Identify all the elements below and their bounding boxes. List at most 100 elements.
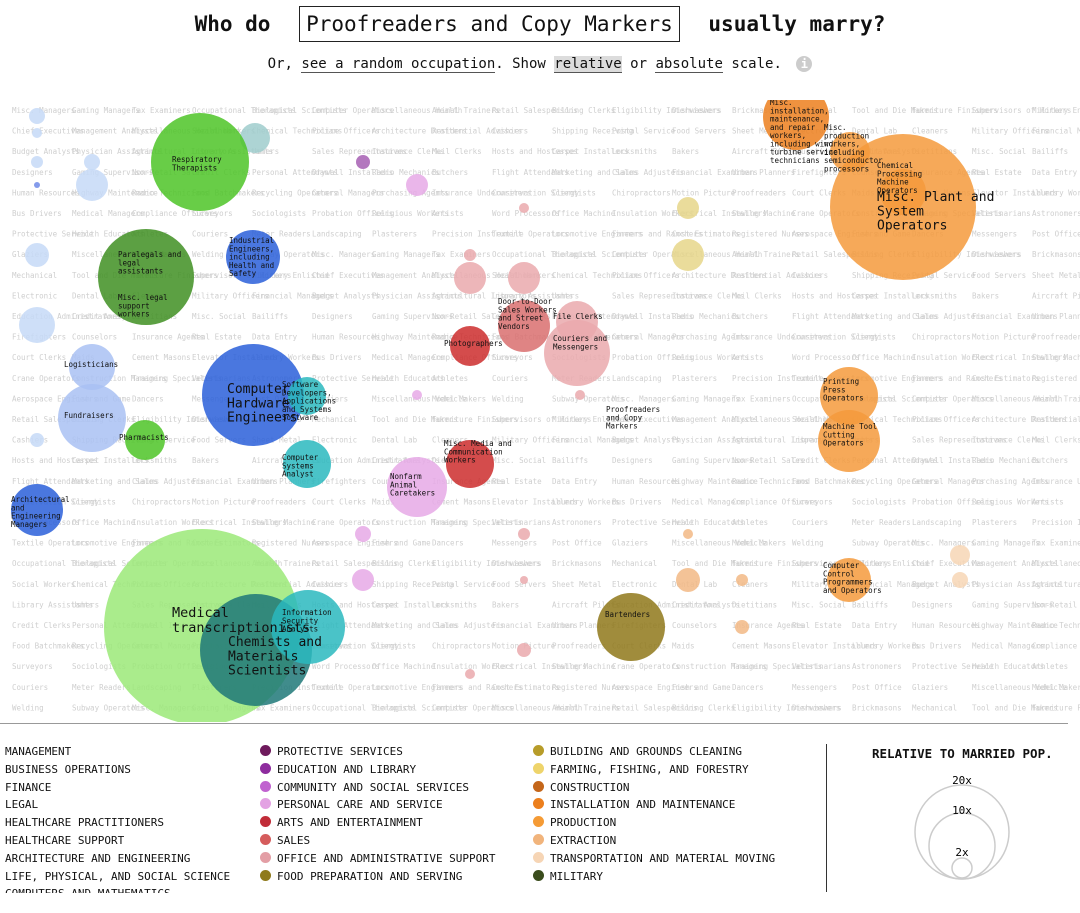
legend-item[interactable]: LIFE, PHYSICAL, AND SOCIAL SCIENCE xyxy=(5,869,231,883)
legend-item[interactable]: TRANSPORTATION AND MATERIAL MOVING xyxy=(533,850,775,868)
occupation-bubble-unlabeled[interactable] xyxy=(508,262,540,294)
grid-occupation-label: Highway Maintenance xyxy=(972,621,1058,630)
grid-occupation-label: Protective Service xyxy=(612,518,694,527)
occupation-bubble[interactable] xyxy=(544,320,610,386)
legend-item[interactable]: HEALTHCARE SUPPORT xyxy=(5,833,125,847)
legend-item[interactable]: BUSINESS OPERATIONS xyxy=(5,762,131,776)
grid-occupation-label: Non-Retail Sales xyxy=(432,312,504,321)
info-icon[interactable]: i xyxy=(796,56,813,72)
grid-occupation-label: Carpet Installers xyxy=(72,456,149,465)
occupation-bubble-unlabeled[interactable] xyxy=(520,576,528,584)
legend-item[interactable]: PROTECTIVE SERVICES xyxy=(260,743,496,761)
relative-scale-toggle[interactable]: relative xyxy=(554,56,622,73)
occupation-bubble-unlabeled[interactable] xyxy=(677,197,699,219)
occupation-bubble-unlabeled[interactable] xyxy=(34,182,40,188)
absolute-scale-toggle[interactable]: absolute xyxy=(655,56,723,73)
occupation-bubble-unlabeled[interactable] xyxy=(19,307,55,343)
occupation-bubble[interactable] xyxy=(830,134,976,280)
legend-item[interactable]: MILITARY xyxy=(533,868,775,886)
occupation-bubble[interactable] xyxy=(387,457,447,517)
occupation-bubble[interactable] xyxy=(271,590,345,664)
legend-item[interactable]: COMPUTERS AND MATHEMATICS xyxy=(5,885,230,893)
occupation-bubble-unlabeled[interactable] xyxy=(352,569,374,591)
grid-occupation-label: Astronomers xyxy=(552,518,602,527)
occupation-bubble[interactable] xyxy=(818,410,880,472)
occupation-bubble[interactable] xyxy=(446,440,494,488)
occupation-bubble-unlabeled[interactable] xyxy=(76,169,108,201)
occupation-bubble-unlabeled[interactable] xyxy=(465,669,475,679)
occupation-bubble-unlabeled[interactable] xyxy=(672,239,704,271)
grid-occupation-label: Butchers xyxy=(432,168,468,177)
occupation-bubble-unlabeled[interactable] xyxy=(32,128,42,138)
occupation-bubble-unlabeled[interactable] xyxy=(517,643,531,657)
occupation-bubble-unlabeled[interactable] xyxy=(412,390,422,400)
grid-occupation-label: Occupational Therapists xyxy=(192,106,296,115)
occupation-bubble-unlabeled[interactable] xyxy=(240,123,270,153)
grid-occupation-label: Hosts and Hostesses xyxy=(12,456,98,465)
occupation-bubble-unlabeled[interactable] xyxy=(355,526,371,542)
occupation-bubble-unlabeled[interactable] xyxy=(676,568,700,592)
legend-item[interactable]: COMMUNITY AND SOCIAL SERVICES xyxy=(260,779,496,797)
grid-occupation-label: Crane Operators xyxy=(792,209,860,218)
occupation-bubble[interactable] xyxy=(827,558,871,602)
legend-item[interactable]: ARCHITECTURE AND ENGINEERING xyxy=(5,851,191,865)
legend-item[interactable]: ARTS AND ENTERTAINMENT xyxy=(260,814,496,832)
legend-item[interactable]: HEALTHCARE PRACTITIONERS xyxy=(5,816,164,830)
occupation-bubble-unlabeled[interactable] xyxy=(518,528,530,540)
occupation-bubble[interactable] xyxy=(58,384,126,452)
legend-item[interactable]: SALES xyxy=(260,832,496,850)
occupation-bubble[interactable] xyxy=(151,113,249,211)
occupation-bubble-unlabeled[interactable] xyxy=(464,249,476,261)
grid-occupation-label: Bus Drivers xyxy=(612,497,662,506)
occupation-bubble-unlabeled[interactable] xyxy=(736,574,748,586)
grid-occupation-label: Probation Officers xyxy=(912,497,993,506)
occupation-bubble[interactable] xyxy=(98,229,194,325)
occupation-bubble-unlabeled[interactable] xyxy=(950,545,970,565)
legend-item[interactable]: FARMING, FISHING, AND FORESTRY xyxy=(533,761,775,779)
grid-occupation-label: Insurance Agents xyxy=(132,333,204,342)
occupation-bubble[interactable] xyxy=(69,344,115,390)
occupation-bubble[interactable] xyxy=(11,484,63,536)
legend-item[interactable]: EXTRACTION xyxy=(533,832,775,850)
occupation-select[interactable]: Proofreaders and Copy Markers xyxy=(299,6,680,42)
legend-item[interactable]: PRODUCTION xyxy=(533,814,775,832)
occupation-bubble-unlabeled[interactable] xyxy=(575,390,585,400)
occupation-bubble[interactable] xyxy=(226,230,280,284)
occupation-bubble-unlabeled[interactable] xyxy=(952,572,968,588)
legend-item[interactable]: OFFICE AND ADMINISTRATIVE SUPPORT xyxy=(260,850,496,868)
occupation-bubble-unlabeled[interactable] xyxy=(454,262,486,294)
occupation-bubble[interactable] xyxy=(597,593,665,661)
occupation-bubble-unlabeled[interactable] xyxy=(30,433,44,447)
occupation-bubble[interactable] xyxy=(450,326,490,366)
occupation-bubble-unlabeled[interactable] xyxy=(84,154,100,170)
legend-item[interactable]: FOOD PREPARATION AND SERVING xyxy=(260,868,496,886)
legend-item[interactable]: LEGAL xyxy=(5,798,39,812)
occupation-bubble[interactable] xyxy=(763,100,829,150)
grid-occupation-label: Misc. Social xyxy=(792,600,846,609)
occupation-bubble-unlabeled[interactable] xyxy=(683,529,693,539)
occupation-bubble[interactable] xyxy=(125,420,165,460)
grid-occupation-label: Crane Operators xyxy=(312,518,380,527)
occupation-bubble[interactable] xyxy=(283,440,331,488)
legend-item[interactable]: BUILDING AND GROUNDS CLEANING xyxy=(533,743,775,761)
occupation-bubble[interactable] xyxy=(288,377,326,415)
occupation-bubble-unlabeled[interactable] xyxy=(25,243,49,267)
legend-item[interactable]: EDUCATION AND LIBRARY xyxy=(260,761,496,779)
legend-item[interactable]: MANAGEMENT xyxy=(5,745,72,758)
legend-item[interactable]: CONSTRUCTION xyxy=(533,779,775,797)
grid-occupation-label: Food Servers xyxy=(492,580,546,589)
grid-occupation-label: Bakers xyxy=(492,600,519,609)
occupation-bubble-unlabeled[interactable] xyxy=(31,156,43,168)
occupation-bubble[interactable] xyxy=(202,344,304,446)
occupation-bubble-unlabeled[interactable] xyxy=(406,174,428,196)
occupation-bubble[interactable] xyxy=(820,367,878,425)
legend-item[interactable]: FINANCE xyxy=(5,780,52,794)
occupation-bubble-unlabeled[interactable] xyxy=(29,108,45,124)
random-occupation-link[interactable]: see a random occupation xyxy=(301,56,496,73)
occupation-bubble-unlabeled[interactable] xyxy=(519,203,529,213)
occupation-bubble[interactable] xyxy=(498,300,550,352)
legend-item[interactable]: INSTALLATION AND MAINTENANCE xyxy=(533,796,775,814)
occupation-bubble-unlabeled[interactable] xyxy=(356,155,370,169)
occupation-bubble-unlabeled[interactable] xyxy=(735,620,749,634)
legend-item[interactable]: PERSONAL CARE AND SERVICE xyxy=(260,796,496,814)
